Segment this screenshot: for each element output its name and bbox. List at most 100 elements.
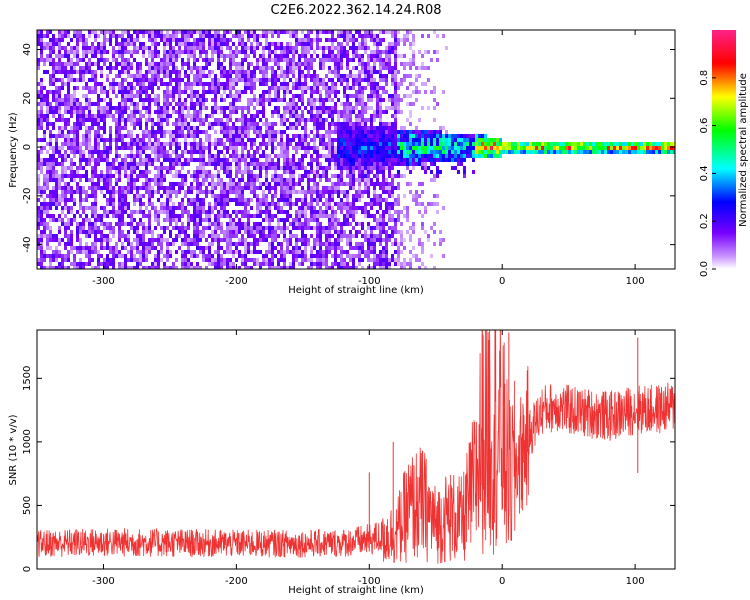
- heatmap-cell: [241, 142, 244, 146]
- heatmap-cell: [244, 202, 247, 206]
- heatmap-cell: [67, 258, 70, 262]
- heatmap-cell: [253, 158, 256, 162]
- heatmap-cell: [208, 90, 211, 94]
- heatmap-cell: [313, 158, 316, 162]
- heatmap-cell: [82, 206, 85, 210]
- heatmap-cell: [175, 158, 178, 162]
- heatmap-cell: [136, 178, 139, 182]
- heatmap-cell: [103, 214, 106, 218]
- heatmap-cell: [364, 182, 367, 186]
- heatmap-cell: [163, 190, 166, 194]
- heatmap-cell: [103, 130, 106, 134]
- heatmap-cell: [175, 118, 178, 122]
- heatmap-cell: [196, 254, 199, 258]
- heatmap-cell: [343, 54, 346, 58]
- heatmap-cell: [310, 62, 313, 66]
- heatmap-cell: [373, 34, 376, 38]
- heatmap-cell: [235, 142, 238, 146]
- heatmap-cell: [67, 222, 70, 226]
- heatmap-cell: [226, 158, 229, 162]
- heatmap-cell: [247, 102, 250, 106]
- heatmap-cell: [364, 214, 367, 218]
- heatmap-cell: [166, 86, 169, 90]
- heatmap-cell: [361, 86, 364, 90]
- heatmap-cell: [358, 118, 361, 122]
- heatmap-cell: [202, 30, 205, 34]
- heatmap-cell: [247, 46, 250, 50]
- heatmap-cell: [169, 206, 172, 210]
- heatmap-cell: [184, 134, 187, 138]
- heatmap-cell: [202, 198, 205, 202]
- heatmap-cell: [370, 162, 373, 166]
- heatmap-cell: [109, 34, 112, 38]
- heatmap-cell: [193, 250, 196, 254]
- heatmap-cell: [337, 66, 340, 70]
- heatmap-cell: [313, 102, 316, 106]
- heatmap-cell: [124, 122, 127, 126]
- heatmap-cell: [166, 106, 169, 110]
- heatmap-cell: [367, 158, 370, 162]
- heatmap-cell: [49, 246, 52, 250]
- heatmap-cell: [295, 110, 298, 114]
- heatmap-cell: [244, 30, 247, 34]
- heatmap-cell: [208, 146, 211, 150]
- heatmap-cell: [58, 130, 61, 134]
- heatmap-cell: [64, 234, 67, 238]
- heatmap-cell: [277, 234, 280, 238]
- heatmap-cell: [79, 214, 82, 218]
- heatmap-cell: [226, 266, 229, 269]
- heatmap-cell: [70, 98, 73, 102]
- heatmap-cell: [193, 106, 196, 110]
- heatmap-cell: [235, 170, 238, 174]
- heatmap-cell: [73, 150, 76, 154]
- heatmap-cell: [256, 210, 259, 214]
- heatmap-cell: [106, 182, 109, 186]
- heatmap-cell: [322, 258, 325, 262]
- heatmap-cell: [313, 198, 316, 202]
- heatmap-cell: [325, 258, 328, 262]
- heatmap-cell: [106, 30, 109, 34]
- heatmap-cell: [178, 174, 181, 178]
- heatmap-cell: [244, 214, 247, 218]
- heatmap-cell: [46, 34, 49, 38]
- heatmap-cell: [55, 138, 58, 142]
- heatmap-cell: [379, 226, 382, 230]
- heatmap-cell: [346, 210, 349, 214]
- heatmap-cell: [148, 142, 151, 146]
- heatmap-cell: [160, 130, 163, 134]
- heatmap-cell: [187, 74, 190, 78]
- heatmap-cell: [40, 54, 43, 58]
- heatmap-cell: [226, 46, 229, 50]
- heatmap-cell: [256, 258, 259, 262]
- heatmap-cell: [52, 82, 55, 86]
- heatmap-cell: [154, 182, 157, 186]
- heatmap-cell: [250, 46, 253, 50]
- heatmap-cell: [295, 106, 298, 110]
- heatmap-cell: [352, 194, 355, 198]
- heatmap-cell: [295, 234, 298, 238]
- heatmap-cell: [376, 174, 379, 178]
- heatmap-cell: [40, 214, 43, 218]
- heatmap-cell: [37, 38, 40, 42]
- heatmap-cell: [379, 98, 382, 102]
- heatmap-cell: [181, 238, 184, 242]
- heatmap-cell: [370, 158, 373, 162]
- heatmap-cell: [247, 62, 250, 66]
- heatmap-cell: [106, 190, 109, 194]
- heatmap-cell: [355, 114, 358, 118]
- heatmap-cell: [124, 258, 127, 262]
- heatmap-cell: [307, 190, 310, 194]
- heatmap-cell: [304, 54, 307, 58]
- heatmap-cell: [76, 182, 79, 186]
- heatmap-cell: [40, 46, 43, 50]
- heatmap-cell: [178, 118, 181, 122]
- heatmap-cell: [79, 262, 82, 266]
- heatmap-cell: [334, 126, 337, 130]
- heatmap-cell: [70, 110, 73, 114]
- heatmap-cell: [340, 210, 343, 214]
- heatmap-cell: [37, 198, 40, 202]
- heatmap-cell: [307, 226, 310, 230]
- heatmap-cell: [187, 54, 190, 58]
- heatmap-cell: [97, 34, 100, 38]
- heatmap-cell: [76, 186, 79, 190]
